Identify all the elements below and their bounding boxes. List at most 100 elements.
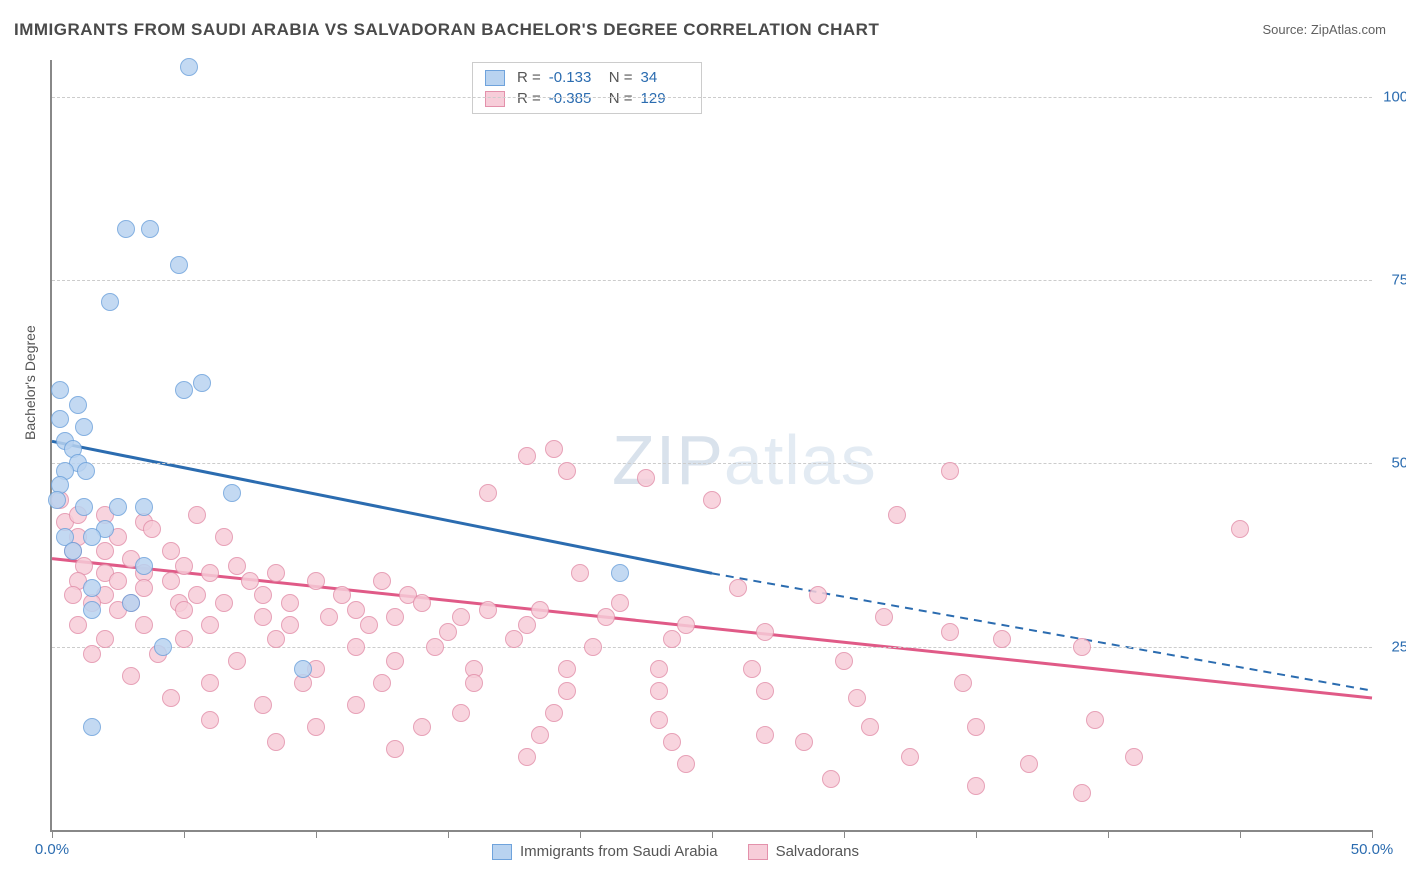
data-point-salv — [135, 616, 153, 634]
data-point-salv — [307, 572, 325, 590]
data-point-salv — [558, 682, 576, 700]
x-tick-label: 50.0% — [1351, 841, 1394, 858]
chart-container: IMMIGRANTS FROM SAUDI ARABIA VS SALVADOR… — [0, 0, 1406, 892]
data-point-salv — [479, 484, 497, 502]
data-point-salv — [360, 616, 378, 634]
data-point-salv — [822, 770, 840, 788]
data-point-salv — [96, 630, 114, 648]
chart-title: IMMIGRANTS FROM SAUDI ARABIA VS SALVADOR… — [14, 20, 879, 40]
data-point-salv — [835, 652, 853, 670]
data-point-salv — [452, 704, 470, 722]
data-point-salv — [413, 594, 431, 612]
gridline — [52, 280, 1372, 281]
legend-item-saudi: Immigrants from Saudi Arabia — [492, 843, 718, 860]
x-tick — [1108, 830, 1109, 838]
source-label: Source: ZipAtlas.com — [1262, 22, 1386, 37]
data-point-salv — [1231, 520, 1249, 538]
data-point-salv — [756, 726, 774, 744]
data-point-saudi — [141, 220, 159, 238]
data-point-salv — [545, 440, 563, 458]
data-point-saudi — [83, 528, 101, 546]
data-point-saudi — [175, 381, 193, 399]
data-point-salv — [175, 601, 193, 619]
data-point-saudi — [69, 396, 87, 414]
data-point-salv — [597, 608, 615, 626]
data-point-salv — [109, 572, 127, 590]
data-point-salv — [373, 674, 391, 692]
x-tick — [1240, 830, 1241, 838]
data-point-saudi — [117, 220, 135, 238]
data-point-salv — [215, 528, 233, 546]
data-point-salv — [941, 623, 959, 641]
data-point-salv — [571, 564, 589, 582]
x-tick — [1372, 830, 1373, 838]
data-point-salv — [267, 564, 285, 582]
data-point-salv — [505, 630, 523, 648]
data-point-salv — [518, 616, 536, 634]
data-point-salv — [518, 748, 536, 766]
data-point-salv — [875, 608, 893, 626]
data-point-salv — [531, 726, 549, 744]
y-axis-label: Bachelor's Degree — [22, 325, 38, 440]
data-point-salv — [465, 674, 483, 692]
data-point-salv — [452, 608, 470, 626]
data-point-salv — [518, 447, 536, 465]
data-point-saudi — [75, 418, 93, 436]
legend: Immigrants from Saudi Arabia Salvadorans — [492, 843, 859, 860]
data-point-salv — [201, 711, 219, 729]
data-point-saudi — [83, 601, 101, 619]
data-point-salv — [267, 630, 285, 648]
data-point-salv — [479, 601, 497, 619]
x-tick — [316, 830, 317, 838]
data-point-salv — [1073, 638, 1091, 656]
data-point-salv — [901, 748, 919, 766]
data-point-saudi — [77, 462, 95, 480]
data-point-salv — [756, 682, 774, 700]
data-point-salv — [611, 594, 629, 612]
data-point-salv — [663, 733, 681, 751]
data-point-saudi — [83, 718, 101, 736]
data-point-salv — [663, 630, 681, 648]
legend-swatch-saudi — [492, 844, 512, 860]
data-point-salv — [162, 572, 180, 590]
data-point-salv — [386, 608, 404, 626]
data-point-salv — [729, 579, 747, 597]
data-point-salv — [637, 469, 655, 487]
gridline — [52, 97, 1372, 98]
x-tick-label: 0.0% — [35, 841, 69, 858]
data-point-salv — [703, 491, 721, 509]
data-point-salv — [175, 630, 193, 648]
x-tick — [52, 830, 53, 838]
data-point-saudi — [75, 498, 93, 516]
data-point-salv — [426, 638, 444, 656]
data-point-salv — [941, 462, 959, 480]
data-point-salv — [215, 594, 233, 612]
x-tick — [580, 830, 581, 838]
data-point-salv — [1073, 784, 1091, 802]
data-point-salv — [254, 586, 272, 604]
data-point-saudi — [223, 484, 241, 502]
data-point-salv — [795, 733, 813, 751]
gridline — [52, 647, 1372, 648]
plot-area: ZIPatlas R = -0.133 N = 34 R = -0.385 N … — [50, 60, 1372, 832]
data-point-salv — [333, 586, 351, 604]
data-point-salv — [267, 733, 285, 751]
data-point-salv — [69, 616, 87, 634]
data-point-saudi — [294, 660, 312, 678]
data-point-saudi — [135, 557, 153, 575]
legend-swatch-salv — [748, 844, 768, 860]
data-point-salv — [756, 623, 774, 641]
data-point-saudi — [170, 256, 188, 274]
y-tick-label: 100.0% — [1379, 88, 1406, 105]
data-point-saudi — [51, 410, 69, 428]
data-point-salv — [281, 594, 299, 612]
data-point-salv — [373, 572, 391, 590]
data-point-salv — [993, 630, 1011, 648]
data-point-salv — [1020, 755, 1038, 773]
data-point-salv — [558, 462, 576, 480]
data-point-saudi — [135, 498, 153, 516]
data-point-salv — [677, 755, 695, 773]
data-point-saudi — [83, 579, 101, 597]
data-point-salv — [201, 564, 219, 582]
data-point-salv — [650, 711, 668, 729]
